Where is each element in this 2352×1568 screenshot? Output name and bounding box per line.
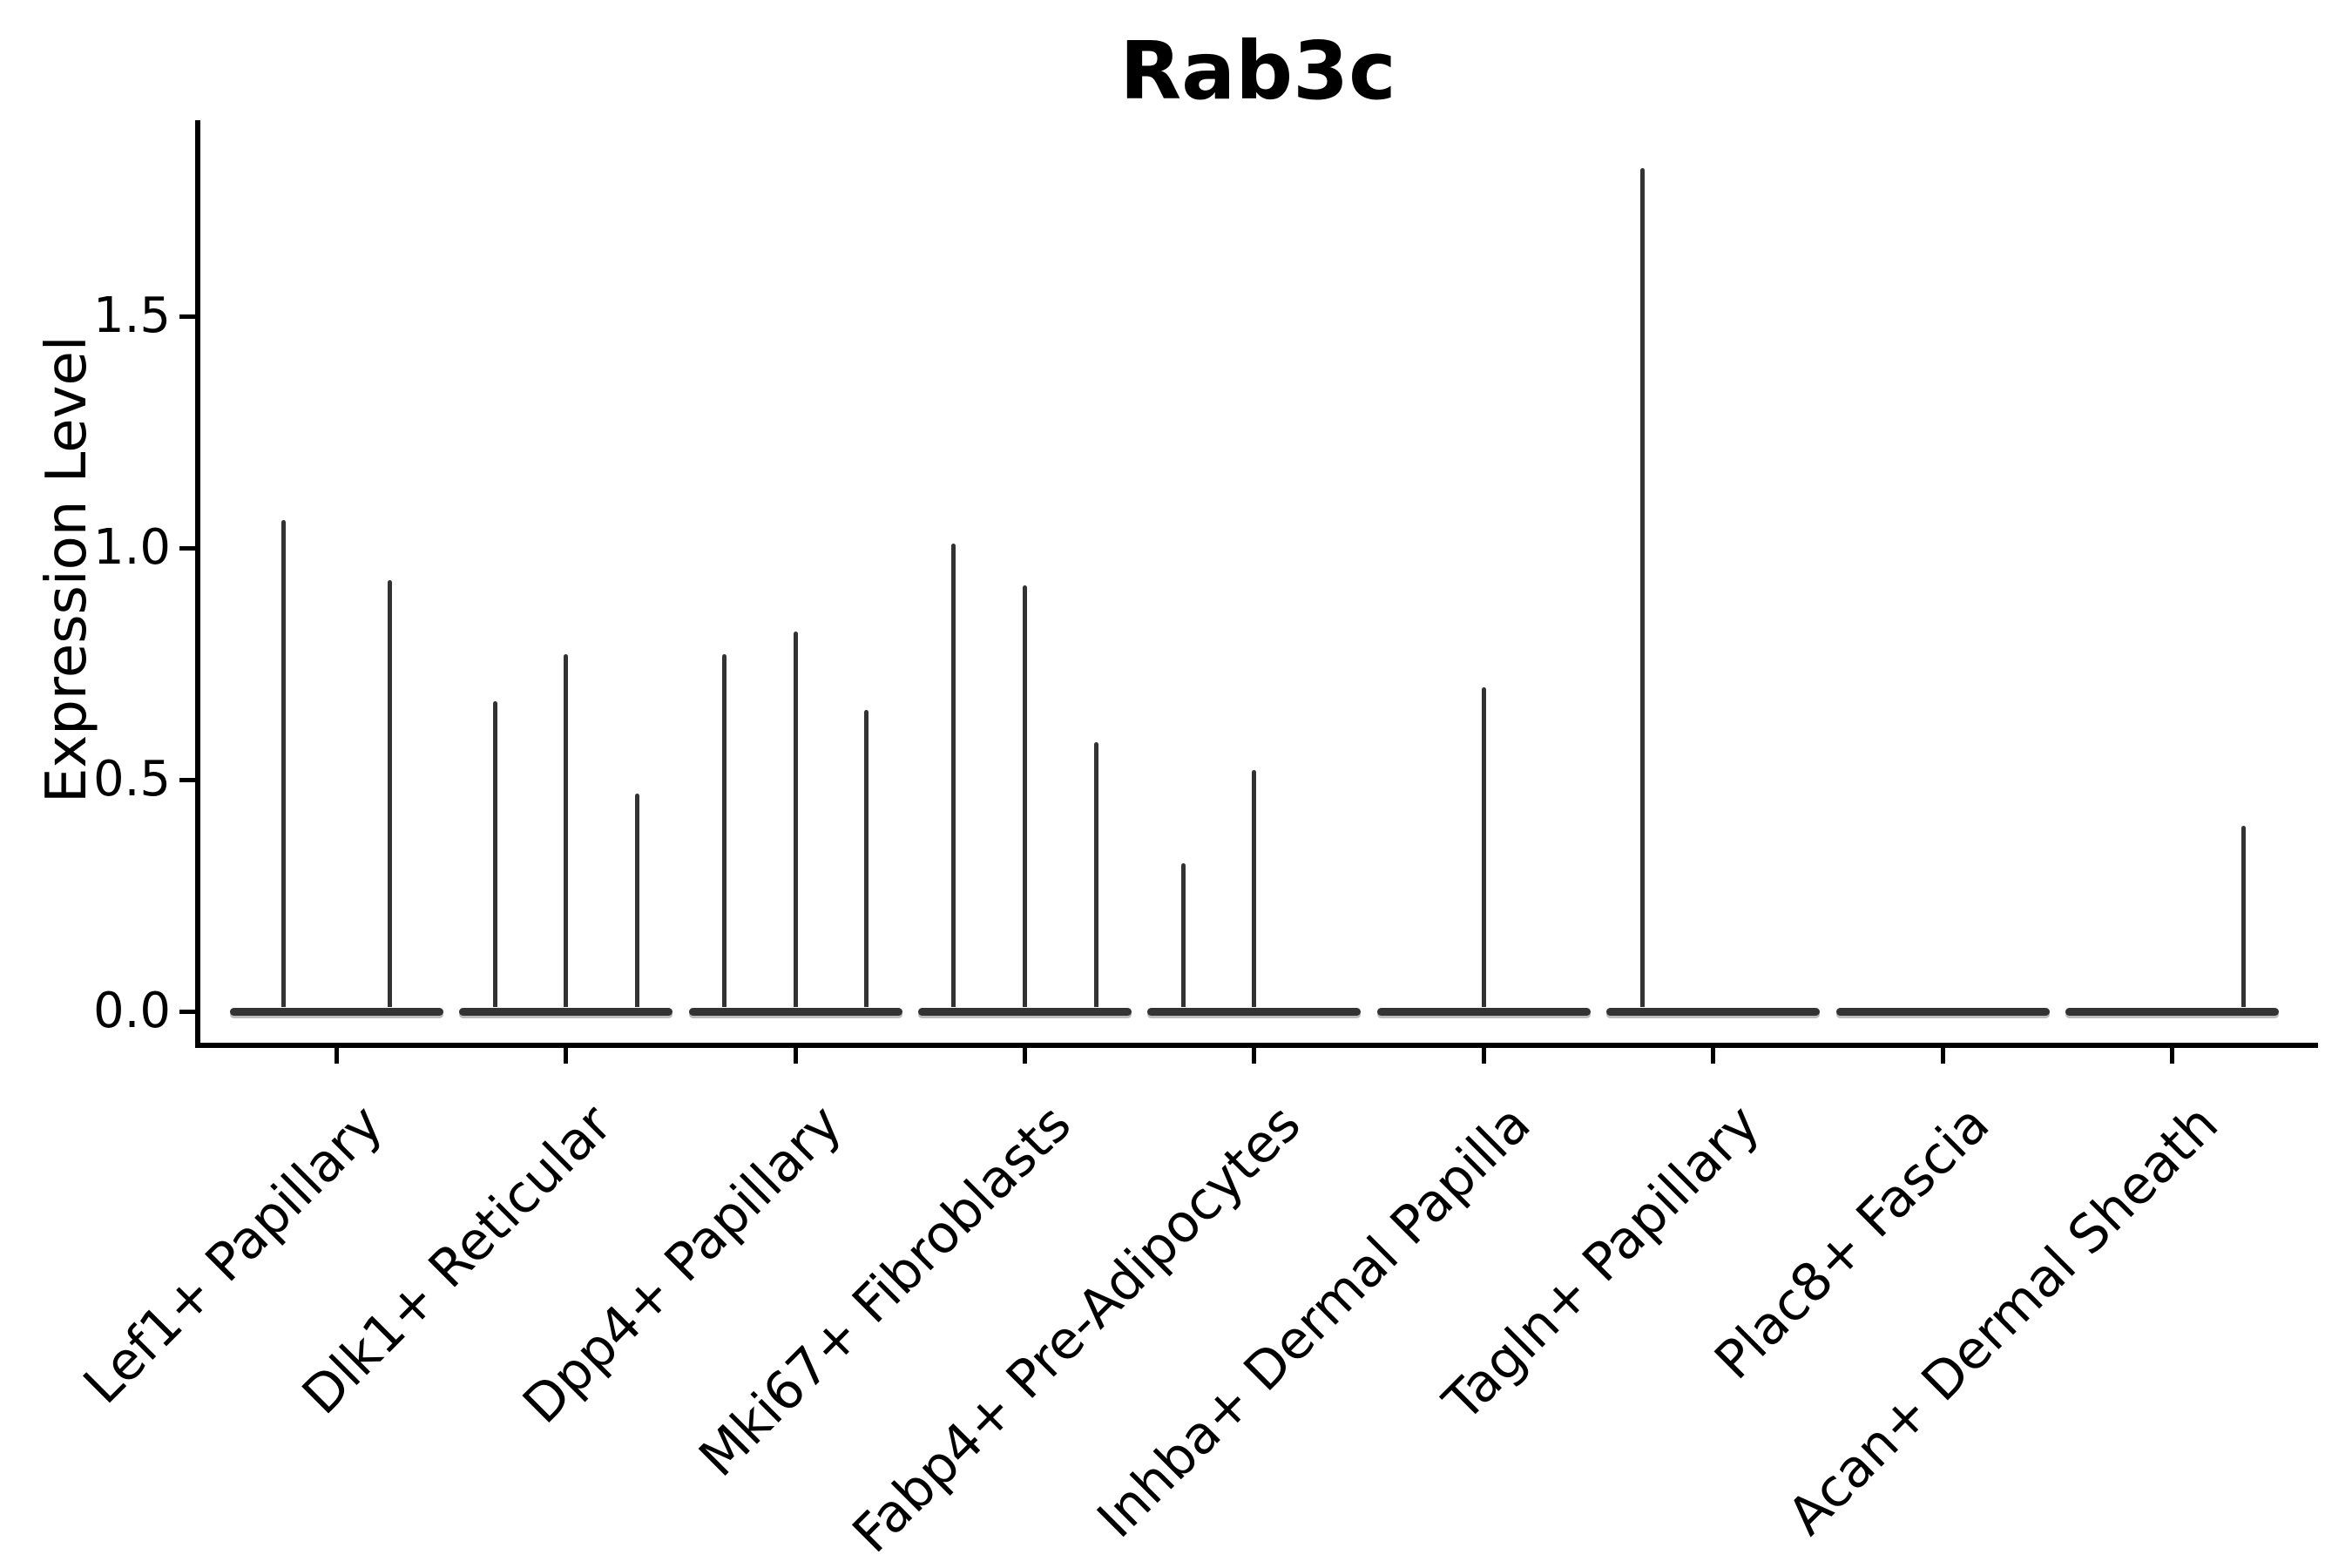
chart-title: Rab3c	[1119, 24, 1396, 118]
violin-base	[1376, 1007, 1591, 1016]
violin-spike	[721, 654, 727, 1008]
violin-base	[1147, 1007, 1362, 1016]
violin-spike	[951, 543, 956, 1008]
violin-base	[688, 1007, 902, 1016]
x-tick-mark	[1481, 1048, 1486, 1064]
violin-spike	[634, 793, 639, 1008]
violin-spike	[793, 631, 798, 1008]
x-tick-mark	[1252, 1048, 1257, 1064]
x-tick-label: Fabp4+ Pre-Adipocytes	[841, 1093, 1313, 1565]
y-tick-mark	[179, 545, 195, 551]
violin-spike	[280, 520, 286, 1008]
y-tick-mark	[179, 777, 195, 782]
x-tick-label: Acan+ Dermal Sheath	[1776, 1093, 2231, 1547]
x-tick-mark	[564, 1048, 569, 1064]
violin-spike	[1093, 742, 1098, 1008]
violin-base	[1606, 1007, 1821, 1016]
x-tick-mark	[1711, 1048, 1716, 1064]
violin-spike	[492, 700, 497, 1008]
x-tick-mark	[1940, 1048, 1945, 1064]
violin-spike	[1639, 167, 1645, 1008]
violin-spike	[564, 654, 569, 1008]
violin-spike	[1252, 770, 1257, 1008]
violin-spike	[1481, 686, 1486, 1008]
y-tick-label: 1.0	[92, 519, 171, 576]
x-tick-mark	[334, 1048, 339, 1064]
x-tick-mark	[1023, 1048, 1027, 1064]
violin-spike	[2240, 826, 2246, 1008]
violin-base	[229, 1007, 443, 1016]
y-tick-label: 1.5	[92, 287, 171, 344]
violin-spike	[864, 710, 869, 1008]
y-tick-label: 0.0	[92, 983, 171, 1039]
violin-base	[918, 1007, 1132, 1016]
x-tick-mark	[793, 1048, 798, 1064]
violin-spike	[1023, 585, 1027, 1008]
y-tick-mark	[179, 1009, 195, 1014]
violin-spike	[1180, 862, 1186, 1008]
violin-spike	[388, 580, 393, 1008]
x-tick-mark	[2170, 1048, 2174, 1064]
violin-base	[1835, 1007, 2050, 1016]
y-tick-mark	[179, 314, 195, 319]
violin-base	[2065, 1007, 2279, 1016]
x-tick-label: Inhba+ Dermal Papilla	[1085, 1093, 1542, 1550]
y-axis-spine	[195, 120, 200, 1048]
violin-base	[459, 1007, 673, 1016]
y-tick-label: 0.5	[92, 751, 171, 808]
x-axis-spine	[195, 1043, 2318, 1048]
